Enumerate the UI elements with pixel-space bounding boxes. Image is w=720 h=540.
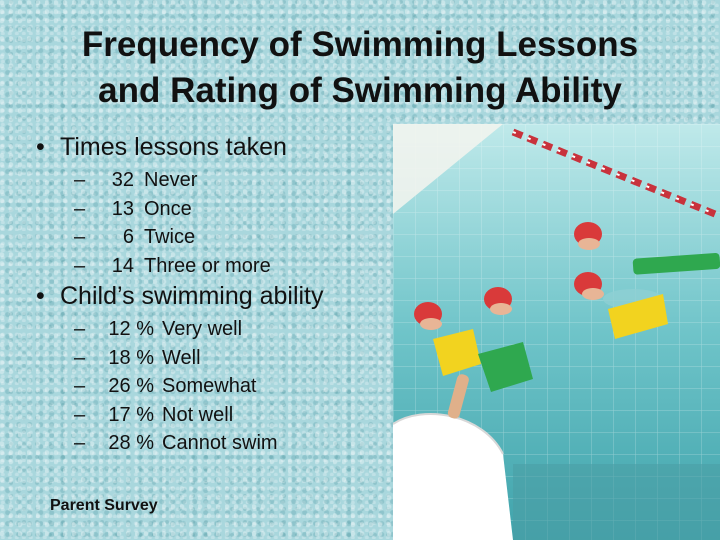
lessons-list: – 32 Never – 13 Once – 6 Twice – 14 Thre… (74, 166, 271, 280)
ability-percent: 18 % (108, 346, 154, 369)
lessons-label: Twice (144, 226, 196, 248)
list-item: – 17 % Not well (74, 401, 278, 430)
dash-marker: – (74, 346, 86, 369)
swimmer-face (582, 288, 604, 300)
pool-illustration (393, 124, 720, 540)
ability-percent: 28 % (108, 432, 154, 454)
dash-marker: – (74, 432, 86, 454)
lessons-label: Three or more (144, 254, 271, 277)
dash-marker: – (74, 375, 86, 397)
dash-marker: – (74, 169, 86, 191)
ability-label: Cannot swim (162, 432, 278, 454)
ability-label: Not well (162, 403, 234, 426)
ability-list: – 12 % Very well – 18 % Well – 26 % Some… (74, 315, 278, 458)
bullet-lessons-heading: • Times lessons taken (36, 133, 287, 162)
ability-label: Somewhat (162, 375, 257, 397)
title-line-1: Frequency of Swimming Lessons (81, 25, 639, 64)
ability-label: Well (162, 346, 201, 369)
list-item: – 14 Three or more (74, 252, 271, 281)
footer-source: Parent Survey (50, 497, 158, 514)
bullet-marker: • (36, 282, 45, 310)
lane-rope (511, 128, 720, 220)
swimmer-face (578, 238, 600, 250)
instructor-arm (447, 374, 469, 419)
instructor-figure (393, 414, 513, 540)
swimming-lesson-photo (393, 124, 720, 540)
dash-marker: – (74, 226, 86, 248)
bullet-ability-heading: • Child’s swimming ability (36, 282, 324, 311)
ability-heading-text: Child’s swimming ability (60, 282, 324, 310)
lessons-count: 14 (111, 254, 134, 277)
pool-deck (393, 124, 503, 214)
dash-marker: – (74, 254, 86, 277)
ability-label: Very well (162, 318, 243, 340)
ability-percent: 12 % (108, 318, 154, 340)
lessons-heading-text: Times lessons taken (60, 133, 287, 161)
ability-percent: 17 % (108, 403, 154, 426)
list-item: – 12 % Very well (74, 315, 278, 344)
title-line-2: and Rating of Swimming Ability (98, 71, 622, 110)
swimmer-face (420, 318, 442, 330)
lessons-count: 6 (122, 226, 134, 248)
ability-percent: 26 % (108, 375, 154, 397)
dash-marker: – (74, 318, 86, 340)
dash-marker: – (74, 403, 86, 426)
lessons-count: 32 (111, 169, 134, 191)
slide-title: Frequency of Swimming Lessons and Rating… (0, 22, 720, 114)
dash-marker: – (74, 197, 86, 220)
list-item: – 26 % Somewhat (74, 372, 278, 401)
list-item: – 28 % Cannot swim (74, 429, 278, 458)
list-item: – 6 Twice (74, 223, 271, 252)
list-item: – 18 % Well (74, 344, 278, 373)
lessons-label: Once (144, 197, 192, 220)
kickboard-green-icon (478, 342, 533, 392)
swimmer-face (490, 303, 512, 315)
lessons-label: Never (144, 169, 198, 191)
kickboard-yellow-icon (433, 329, 481, 376)
kickboard-yellow-icon (608, 294, 668, 339)
list-item: – 32 Never (74, 166, 271, 195)
pool-foreground (513, 464, 720, 540)
lessons-count: 13 (111, 197, 134, 220)
bullet-marker: • (36, 133, 45, 161)
kickboard-green-icon (632, 253, 720, 275)
list-item: – 13 Once (74, 195, 271, 224)
